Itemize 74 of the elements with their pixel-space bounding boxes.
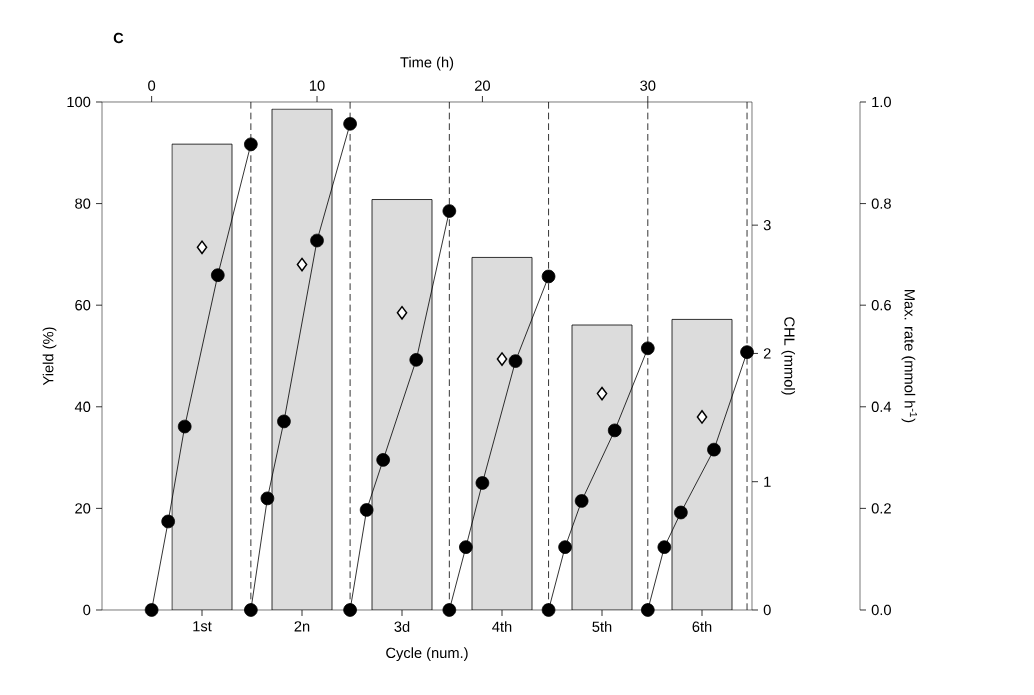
point: [459, 540, 473, 554]
point: [740, 345, 754, 359]
point: [343, 117, 357, 131]
point: [376, 453, 390, 467]
y-tick-label: 3: [763, 219, 771, 231]
y2-tick-label: 0.2: [871, 503, 891, 514]
x-tick-label: 0: [148, 80, 156, 91]
y-tick-label: 40: [74, 401, 91, 412]
x-axis-title: Cycle (num.): [386, 647, 468, 661]
y-axis-title: CHL (mmol): [781, 317, 796, 395]
y2-tick-label: 1.0: [872, 96, 891, 108]
y-tick-label: 0: [763, 604, 771, 616]
point: [596, 386, 608, 401]
x-tick-label: 20: [474, 80, 490, 91]
x-tick-label: 3d: [394, 621, 410, 632]
point: [161, 514, 175, 529]
bar: [571, 324, 633, 610]
point: [210, 268, 225, 282]
point: [696, 410, 708, 424]
point: [260, 491, 275, 506]
point: [359, 503, 374, 517]
y-tick-label: 80: [75, 198, 91, 209]
y2-tick-label: 0.6: [871, 300, 891, 311]
y-axis-title: Yield (%): [42, 327, 57, 386]
point: [196, 240, 208, 255]
point: [296, 257, 308, 272]
point: [558, 540, 572, 554]
point: [144, 603, 159, 617]
x-tick-label: 1st: [193, 621, 212, 632]
y2-tick-label: 0.4: [871, 401, 892, 412]
x-tick-label: 30: [640, 80, 656, 91]
point: [442, 204, 457, 218]
point: [277, 414, 291, 429]
y2-tick-label: 0.8: [871, 198, 891, 209]
x-tick-label: 2n: [294, 621, 310, 632]
y2-tick-label: 0.0: [871, 604, 891, 616]
x-tick-label: 5th: [592, 621, 612, 632]
point: [244, 137, 258, 152]
y-tick-label: 1: [764, 476, 771, 487]
point: [409, 353, 424, 367]
point: [674, 505, 688, 520]
point: [508, 354, 523, 368]
bar: [671, 319, 733, 610]
x-tick-label: 6th: [692, 621, 712, 632]
x-axis-title: Time (h): [400, 56, 454, 71]
point: [541, 269, 556, 284]
point: [244, 603, 258, 617]
point: [475, 476, 490, 490]
bar: [471, 257, 533, 610]
point: [541, 603, 556, 617]
y-tick-label: 0: [83, 604, 91, 616]
point: [657, 540, 672, 554]
y-tick-label: 2: [763, 348, 771, 359]
point: [177, 419, 192, 434]
x-tick-label: 4th: [492, 621, 512, 632]
y-tick-label: 60: [75, 300, 91, 311]
point: [574, 494, 589, 508]
x-tick-label: 10: [309, 80, 325, 91]
bar: [371, 199, 433, 610]
point: [707, 442, 721, 457]
point: [607, 423, 622, 438]
point: [496, 352, 508, 366]
point: [396, 305, 408, 320]
y2-axis-title: Max. rate (mmol h$^{-1}$): [901, 290, 917, 423]
y-tick-label: 100: [67, 96, 91, 108]
bar: [271, 108, 333, 610]
bar: [171, 143, 233, 610]
y-tick-label: 20: [75, 503, 91, 514]
text: C: [113, 32, 124, 44]
point: [442, 603, 457, 617]
point: [310, 233, 324, 248]
point: [641, 603, 655, 617]
point: [641, 341, 655, 356]
point: [343, 603, 357, 617]
